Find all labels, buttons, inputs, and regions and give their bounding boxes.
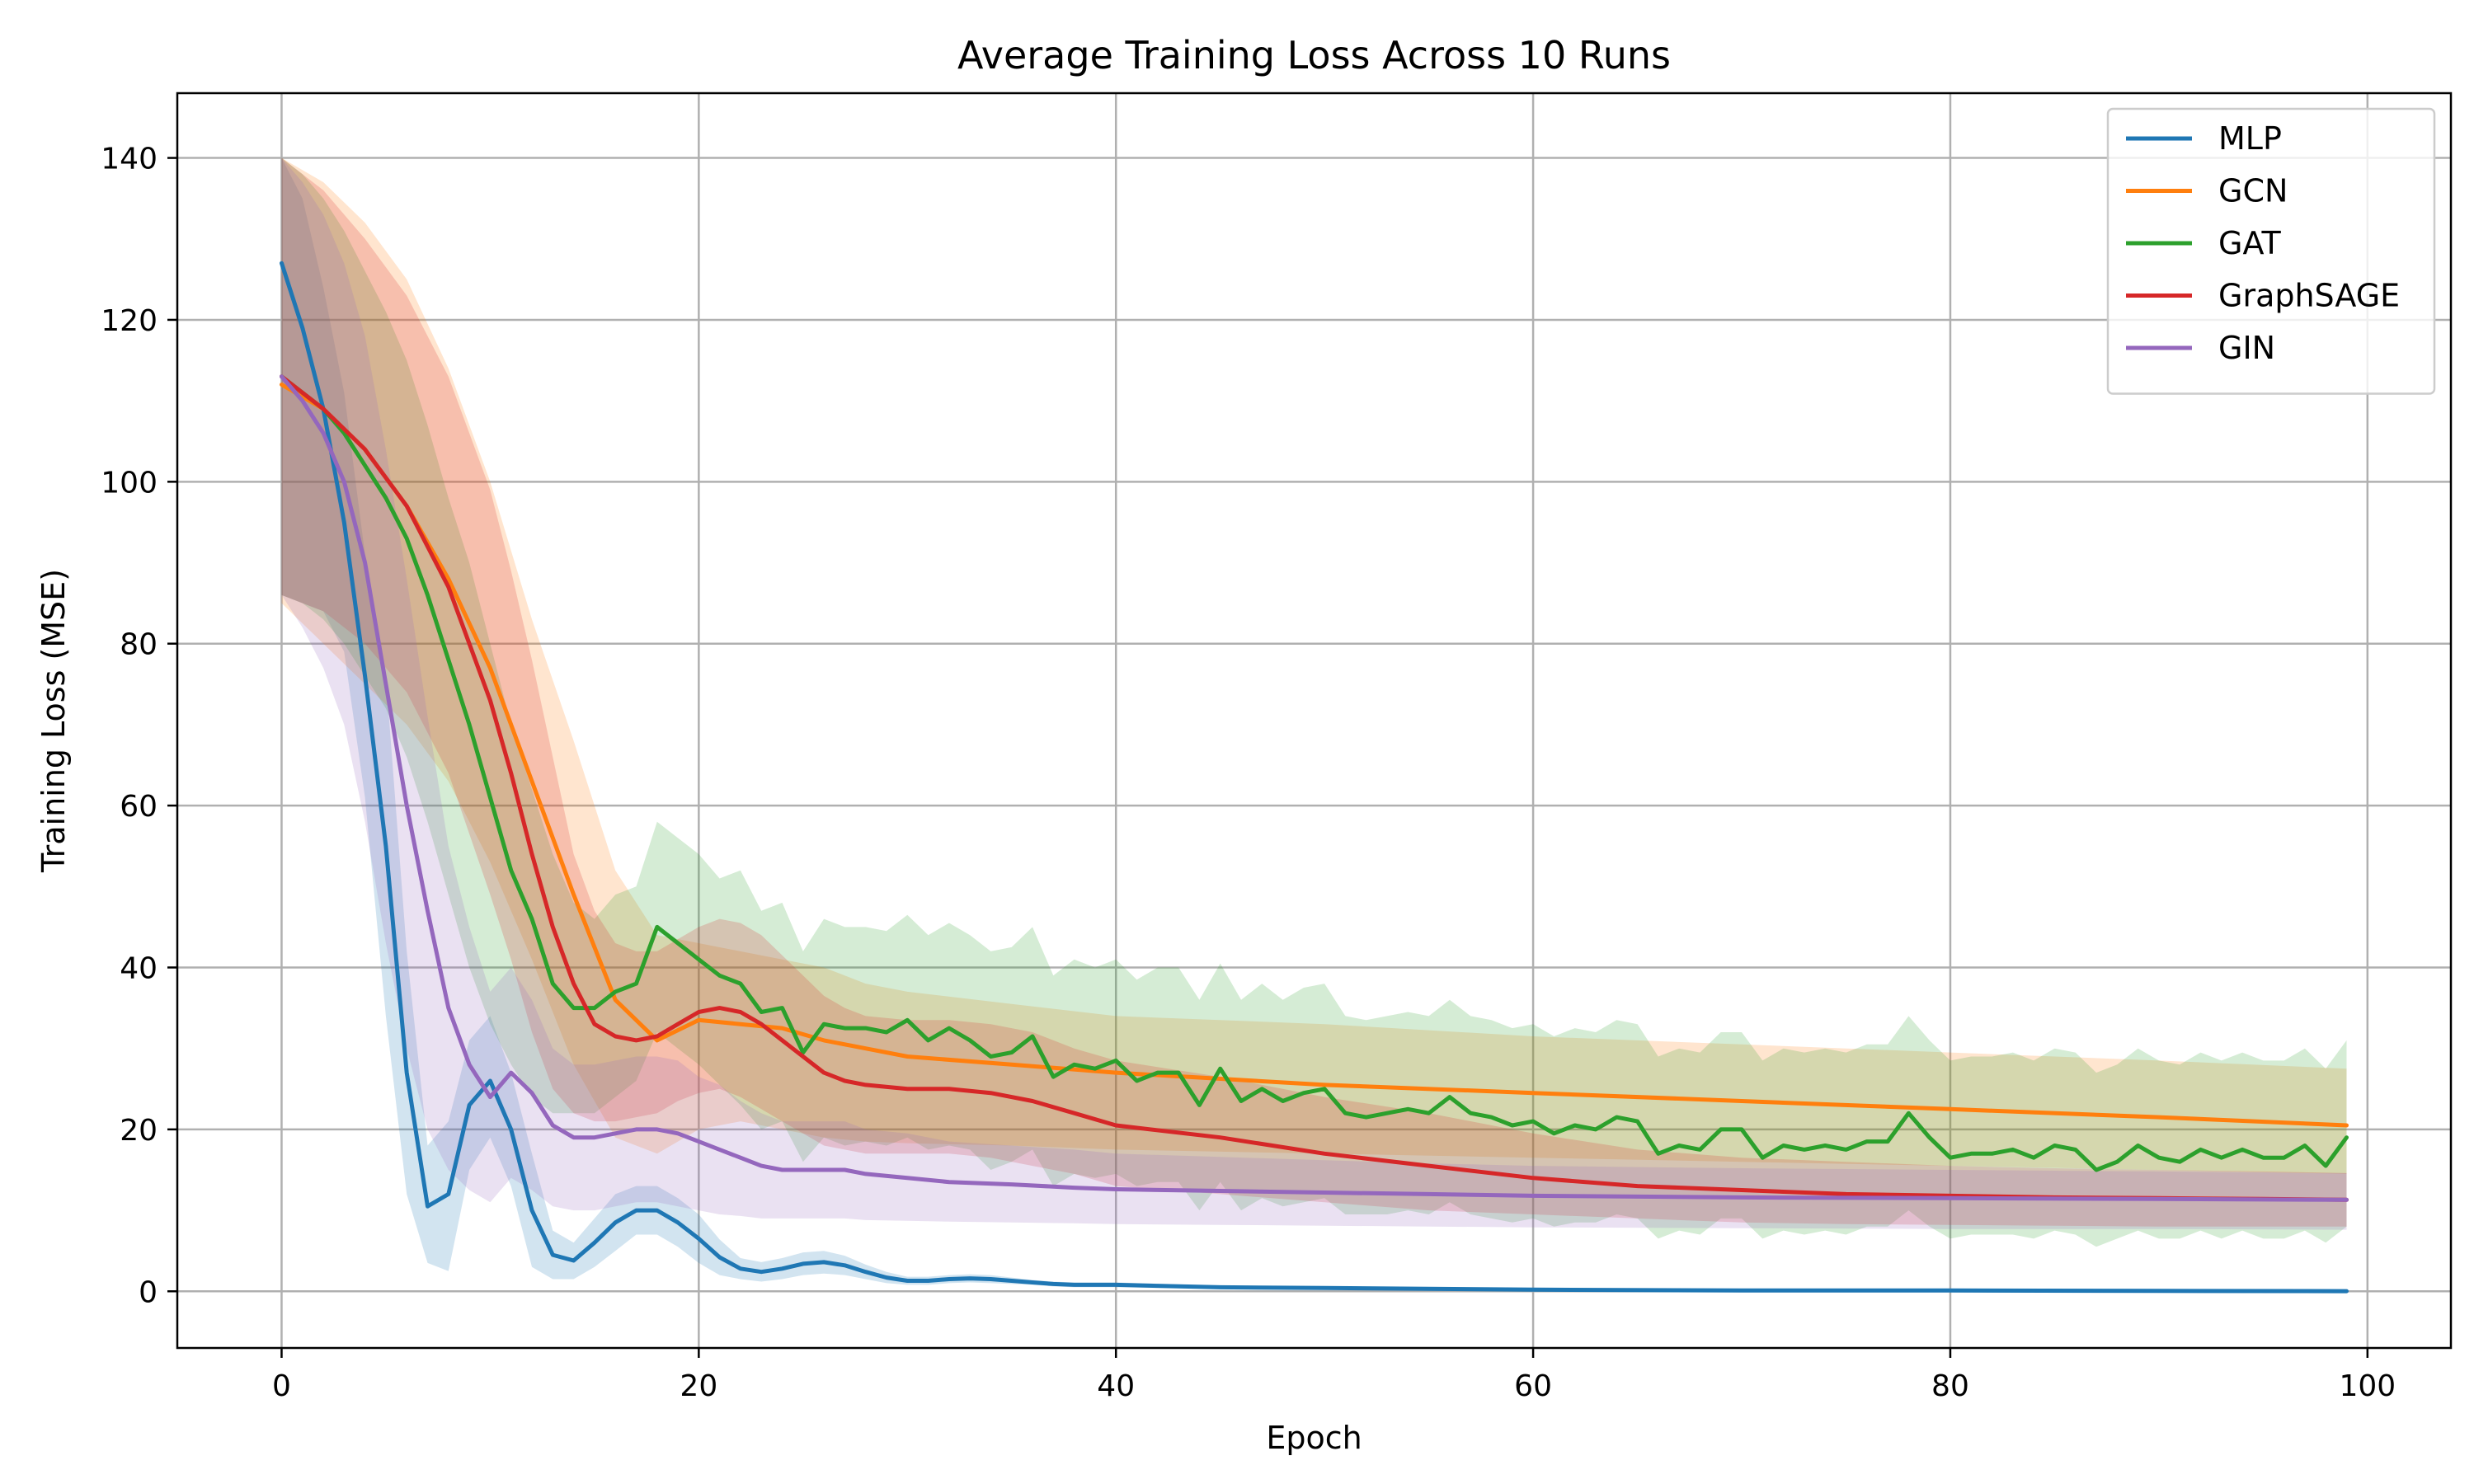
x-tick-label: 100 xyxy=(2339,1369,2396,1403)
y-axis-label: Training Loss (MSE) xyxy=(35,569,72,873)
y-tick-label: 40 xyxy=(120,951,158,985)
gat-legend-label: GAT xyxy=(2218,225,2281,261)
y-tick-label: 120 xyxy=(101,304,158,338)
x-tick-label: 40 xyxy=(1097,1369,1135,1403)
mlp-mean-line xyxy=(280,261,2349,1294)
axis-ticks: 0 20 40 60 80 100 0 20 40 60 80 100 120 140 xyxy=(101,143,2396,1403)
gcn-legend-label: GCN xyxy=(2218,173,2288,209)
gin-legend-label: GIN xyxy=(2218,330,2275,366)
graphsage-legend-label: GraphSAGE xyxy=(2218,278,2400,314)
graphsage-mean-line xyxy=(280,374,2349,1202)
x-tick-label: 20 xyxy=(680,1369,717,1403)
gat-std-band xyxy=(281,157,2347,1247)
chart-title: Average Training Loss Across 10 Runs xyxy=(957,33,1671,77)
y-tick-label: 0 xyxy=(139,1275,158,1309)
y-tick-label: 80 xyxy=(120,628,158,662)
mlp-legend-label: MLP xyxy=(2218,120,2282,157)
y-tick-label: 20 xyxy=(120,1114,158,1148)
y-tick-label: 100 xyxy=(101,466,158,500)
std-bands xyxy=(281,157,2347,1292)
gin-std-band xyxy=(281,157,2347,1230)
legend: MLP GCN GAT GraphSAGE GIN xyxy=(2106,107,2436,395)
plot-frame xyxy=(176,92,2453,1350)
x-tick-label: 0 xyxy=(272,1369,291,1403)
series-lines xyxy=(280,261,2349,1294)
x-axis-label: Epoch xyxy=(1266,1420,1362,1456)
y-tick-label: 140 xyxy=(101,143,158,176)
gin-mean-line xyxy=(280,374,2349,1202)
legend-box xyxy=(2106,107,2436,395)
x-tick-label: 60 xyxy=(1514,1369,1552,1403)
gcn-std-band xyxy=(281,157,2347,1174)
y-tick-label: 60 xyxy=(120,790,158,824)
gat-mean-line xyxy=(280,374,2349,1172)
x-tick-label: 80 xyxy=(1931,1369,1969,1403)
